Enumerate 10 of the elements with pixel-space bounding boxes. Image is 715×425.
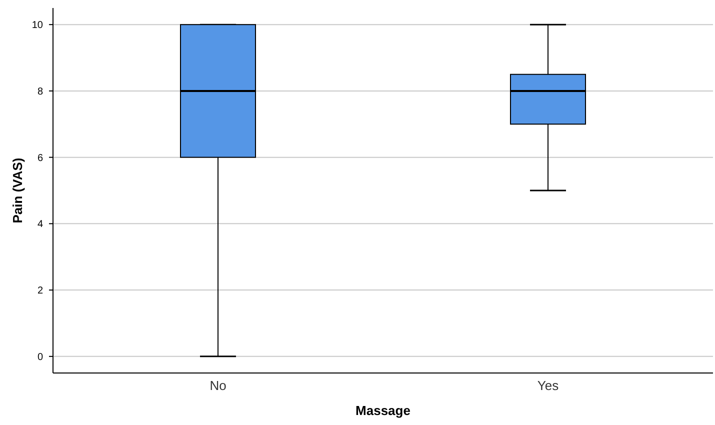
y-tick-label: 8 bbox=[37, 86, 44, 98]
y-tick-label: 0 bbox=[37, 352, 44, 363]
x-tick-label: No bbox=[210, 378, 226, 393]
y-axis-title: Pain (VAS) bbox=[10, 158, 25, 224]
y-tick-label: 6 bbox=[37, 152, 44, 164]
x-tick-label: Yes bbox=[537, 378, 560, 393]
y-tick-label: 10 bbox=[32, 20, 44, 32]
y-tick-label: 4 bbox=[37, 219, 44, 230]
y-tick-label: 2 bbox=[37, 286, 44, 297]
x-axis-title: Massage bbox=[356, 403, 410, 418]
